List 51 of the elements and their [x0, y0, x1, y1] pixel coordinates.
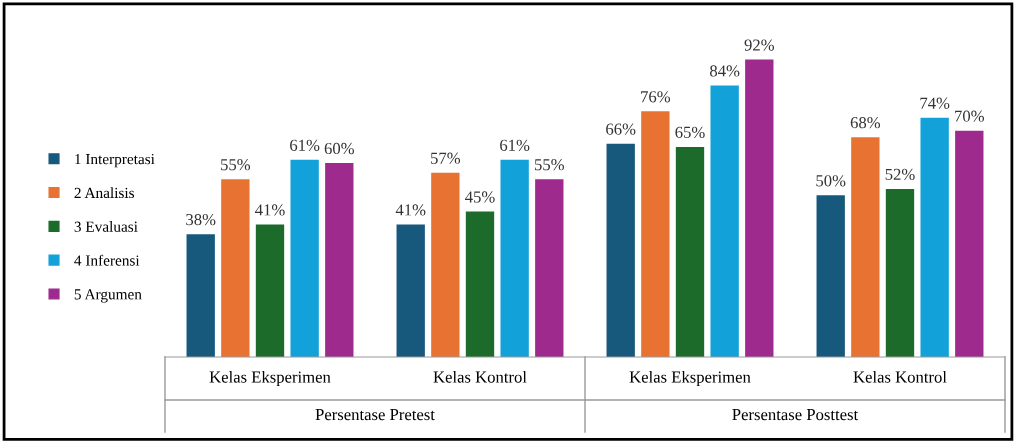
bar: [816, 195, 845, 357]
data-label: 92%: [744, 39, 775, 51]
bar: [431, 172, 460, 357]
data-label: 57%: [431, 152, 461, 164]
data-label: 74%: [920, 97, 950, 109]
bar: [745, 59, 774, 357]
bar: [396, 224, 425, 357]
bar: [535, 179, 564, 357]
data-label: 41%: [255, 204, 285, 216]
bar: [920, 117, 949, 357]
x-tick-label: Kelas Kontrol: [853, 370, 947, 383]
bar: [955, 130, 984, 357]
data-label: 55%: [534, 159, 565, 171]
legend-label: 3 Evaluasi: [74, 221, 138, 232]
data-label: 76%: [641, 91, 671, 103]
data-label: 55%: [221, 159, 251, 171]
legend-label: 4 Inferensi: [74, 254, 140, 266]
legend-label: 1 Interpretasi: [75, 153, 155, 168]
bar: [465, 211, 495, 357]
x-tick-label: Kelas Eksperimen: [209, 370, 331, 387]
data-label: 70%: [955, 110, 985, 122]
bar: [675, 146, 705, 357]
data-label: 41%: [395, 204, 426, 216]
data-label: 65%: [675, 126, 705, 138]
bar: [641, 111, 670, 357]
bar: [221, 179, 250, 357]
bar: [186, 234, 215, 357]
bar: [500, 159, 529, 357]
data-label: 61%: [500, 139, 530, 151]
bar: [290, 159, 319, 357]
bar: [710, 85, 739, 357]
data-label: 84%: [710, 65, 740, 77]
bar: [885, 188, 915, 357]
data-label: 38%: [186, 213, 216, 226]
data-label: 61%: [290, 139, 320, 151]
data-label: 52%: [885, 168, 915, 181]
data-label: 50%: [816, 175, 846, 187]
legend-label: 5 Argumen: [74, 289, 142, 303]
text: Persentase Posttest: [732, 409, 859, 421]
data-label: 60%: [324, 142, 355, 155]
x-tick-label: Kelas Kontrol: [433, 370, 527, 383]
bar: [255, 224, 285, 357]
text: Persentase Pretest: [315, 409, 435, 421]
bar: [325, 163, 354, 357]
x-tick-label: Kelas Eksperimen: [629, 370, 751, 387]
legend-label: 2 Analisis: [74, 187, 135, 199]
bar: [606, 143, 635, 357]
data-label: 66%: [606, 123, 636, 135]
data-label: 68%: [850, 117, 881, 129]
bar: [851, 137, 880, 357]
data-label: 45%: [465, 191, 495, 203]
